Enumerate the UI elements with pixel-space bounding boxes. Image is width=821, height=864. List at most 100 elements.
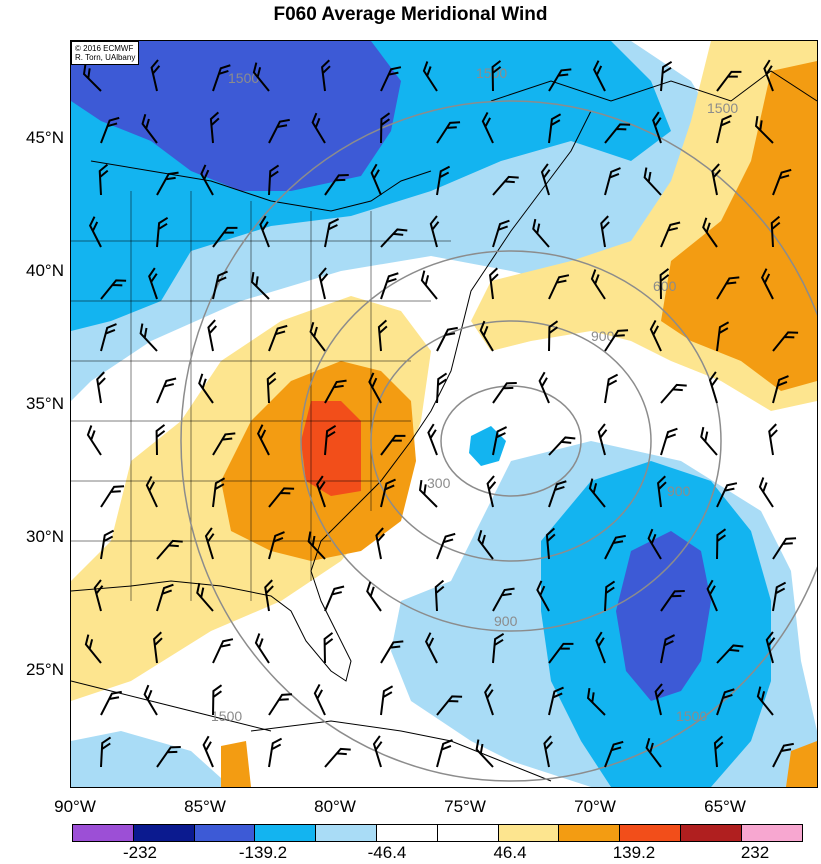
- wind-barb: [202, 735, 214, 768]
- wind-barb: [702, 217, 718, 248]
- wind-barb: [659, 268, 670, 300]
- contour-label: 1500: [707, 100, 738, 116]
- wind-barb: [324, 218, 340, 248]
- wind-barb: [716, 114, 732, 144]
- wind-barb: [475, 739, 494, 768]
- dark-blue-south-region: [616, 531, 711, 701]
- wind-barb: [212, 64, 231, 92]
- wind-barb: [250, 271, 270, 300]
- wind-barbs: [82, 59, 799, 768]
- wind-barb: [492, 587, 515, 612]
- wind-barb: [600, 215, 610, 248]
- light-blue-gulf-region: [71, 731, 231, 787]
- wind-barb: [492, 632, 505, 664]
- contour-label: 1500: [676, 708, 707, 724]
- colorbar-swatch-9: [558, 824, 621, 842]
- colorbar-swatch-11: [679, 824, 742, 842]
- wind-barb: [380, 66, 402, 92]
- colorbar-swatch-1: [72, 824, 134, 842]
- wind-barb: [716, 644, 744, 664]
- wind-barb: [756, 686, 774, 716]
- colorbar-swatch-5: [315, 824, 377, 842]
- wind-barb: [708, 371, 719, 404]
- wind-barb: [198, 373, 214, 404]
- wind-barb: [323, 632, 334, 664]
- wind-barb: [268, 693, 293, 716]
- wind-barb: [436, 532, 456, 560]
- contour-1500: [180, 100, 817, 782]
- wind-barb: [268, 487, 295, 508]
- east-coast-outline: [71, 110, 592, 682]
- wind-barb: [143, 684, 158, 716]
- wind-barb: [643, 167, 662, 196]
- wind-barb: [477, 529, 494, 560]
- wind-barb: [266, 371, 277, 404]
- wind-barb: [204, 527, 215, 560]
- wind-barb: [380, 434, 406, 456]
- wind-barb: [604, 167, 621, 196]
- colorbar-swatch-3: [193, 824, 256, 842]
- wind-barb: [427, 423, 438, 456]
- wind-barb: [380, 112, 391, 144]
- wind-barb: [100, 736, 112, 768]
- wind-barb: [652, 111, 662, 144]
- wind-barb: [207, 319, 218, 352]
- wind-barb: [484, 683, 494, 716]
- wind-barb: [716, 688, 735, 716]
- wind-barb: [436, 695, 463, 716]
- wind-barb: [372, 735, 383, 768]
- contour-label: 900: [494, 613, 518, 629]
- lon-label-65: 65°W: [704, 797, 746, 816]
- wind-barb: [370, 163, 382, 196]
- wind-barb: [380, 478, 396, 508]
- wind-barb: [716, 482, 738, 508]
- wind-barb: [324, 585, 345, 612]
- wind-barb: [479, 320, 494, 352]
- wind-barb: [436, 326, 458, 352]
- wind-barb: [156, 377, 177, 404]
- wind-barb: [150, 59, 161, 92]
- wind-barb: [84, 634, 102, 664]
- wind-barb: [212, 270, 228, 300]
- colorbar-label-5: 139.2: [612, 843, 656, 862]
- contour-900: [300, 250, 722, 632]
- wind-barb: [540, 163, 551, 196]
- wind-barb: [548, 480, 567, 508]
- wind-barb: [590, 269, 606, 300]
- wind-barb: [380, 685, 394, 716]
- canada-outline: [490, 70, 817, 102]
- wind-barb: [711, 163, 722, 196]
- wind-barb: [311, 112, 326, 144]
- colorbar-swatch-2: [132, 824, 195, 842]
- wind-barb: [324, 379, 347, 404]
- wind-barb: [772, 581, 787, 612]
- wind-barb: [486, 475, 497, 508]
- wind-barb: [481, 111, 494, 144]
- wind-barb: [548, 436, 576, 456]
- wind-barb: [316, 475, 326, 508]
- wind-barb: [380, 640, 404, 664]
- map-panel: 300 900 900 1500 1500 1500 1500 600 900 1500: [70, 40, 818, 788]
- wind-barb: [604, 123, 631, 144]
- wind-barb: [98, 163, 109, 196]
- contour-label: 300: [427, 475, 451, 491]
- contour-label: 900: [667, 483, 691, 499]
- wind-barb: [586, 687, 606, 716]
- wind-barb: [429, 215, 440, 248]
- wind-barb: [492, 426, 508, 456]
- wind-barb: [155, 424, 166, 456]
- wind-barb: [318, 267, 329, 300]
- colorbar-swatch-8: [497, 824, 560, 842]
- wind-barb: [492, 382, 517, 404]
- wind-barb: [548, 274, 570, 300]
- wind-barb: [548, 113, 562, 144]
- wind-barb: [148, 267, 158, 300]
- wind-barb: [716, 276, 740, 300]
- wind-barb: [604, 329, 629, 352]
- wind-barb: [706, 579, 718, 612]
- wind-barb: [700, 426, 718, 456]
- wind-barb: [595, 631, 606, 664]
- wind-barb: [758, 477, 774, 508]
- wind-barb: [324, 174, 349, 196]
- wind-barb: [763, 59, 774, 92]
